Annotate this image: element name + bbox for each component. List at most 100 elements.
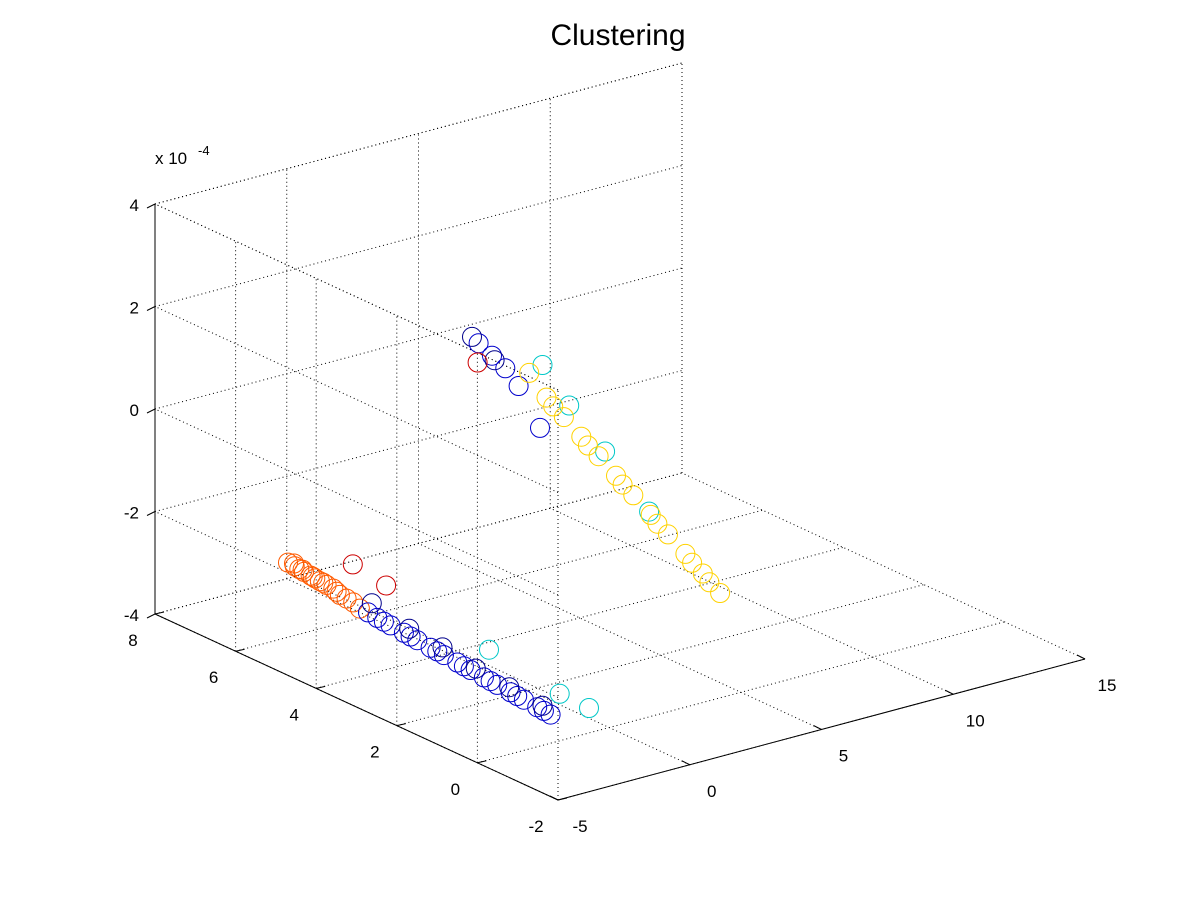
- y-tick-label: 2: [370, 743, 379, 762]
- grid-line: [396, 584, 924, 727]
- z-exponent-power: -4: [198, 143, 210, 158]
- data-point-series-6: [612, 474, 633, 495]
- data-point-series-2: [540, 704, 561, 725]
- data-points: [278, 326, 731, 725]
- grid-line: [681, 472, 1086, 660]
- grid-line: [550, 507, 954, 695]
- data-point-series-2: [453, 656, 474, 677]
- x-tick-label: 5: [839, 747, 848, 766]
- data-point-series-3: [399, 618, 420, 639]
- data-point-series-1: [326, 581, 347, 602]
- x-tick-label: 10: [966, 711, 985, 730]
- x-tick-mark: [549, 795, 559, 801]
- data-point-series-2: [420, 637, 441, 658]
- data-point-series-5: [532, 355, 553, 375]
- data-point-series-5: [479, 639, 499, 660]
- data-point-series-6: [606, 465, 626, 486]
- data-point-series-3: [465, 658, 486, 679]
- data-point-series-2: [400, 626, 421, 647]
- data-point-series-2: [480, 671, 501, 692]
- grid-line: [235, 509, 763, 652]
- z-tick-mark: [146, 613, 156, 619]
- y-tick-label: 4: [289, 705, 298, 724]
- y-tick-mark: [557, 797, 568, 801]
- grid-line: [154, 165, 683, 307]
- data-point-series-6: [536, 387, 557, 408]
- data-point-series-6: [588, 446, 609, 467]
- z-tick-label: 2: [130, 299, 139, 318]
- data-point-series-1: [292, 559, 313, 580]
- y-axis-line: [154, 613, 559, 801]
- data-point-series-1: [278, 552, 298, 573]
- y-tick-mark: [235, 648, 245, 652]
- data-point-series-5: [639, 501, 660, 522]
- grid-line: [418, 543, 822, 730]
- z-exponent-base: x 10: [155, 149, 187, 168]
- data-point-series-6: [692, 563, 713, 584]
- data-point-series-6: [647, 513, 668, 534]
- data-point-series-6: [640, 504, 661, 525]
- data-point-series-6: [658, 524, 678, 545]
- x-tick-label: 0: [707, 782, 716, 801]
- z-tick-mark: [146, 306, 156, 311]
- data-point-series-1: [302, 566, 323, 587]
- z-tick-label: 4: [130, 196, 139, 215]
- grid-lines: [154, 62, 1086, 801]
- grid-line: [154, 267, 683, 410]
- z-tick-label: -4: [124, 606, 139, 625]
- data-point-series-3: [532, 695, 553, 716]
- y-tick-mark: [316, 685, 326, 689]
- data-point-series-2: [373, 611, 394, 632]
- data-point-series-6: [519, 362, 540, 383]
- axes: [146, 203, 1086, 801]
- y-tick-mark: [396, 723, 406, 727]
- data-point-series-2: [487, 674, 508, 695]
- data-point-series-2: [495, 358, 516, 379]
- data-point-series-3: [462, 326, 482, 347]
- y-tick-mark: [477, 760, 487, 764]
- data-point-series-2: [530, 417, 550, 438]
- grid-line: [316, 546, 844, 689]
- z-tick-mark: [146, 511, 156, 516]
- x-tick-mark: [945, 689, 954, 695]
- data-point-series-5: [595, 441, 616, 462]
- x-tick-label: -5: [572, 817, 587, 836]
- y-tick-label: -2: [528, 817, 543, 836]
- data-point-series-5: [549, 683, 570, 704]
- data-point-series-6: [577, 435, 598, 456]
- data-point-series-6: [675, 543, 696, 564]
- data-point-series-1: [336, 588, 357, 609]
- data-point-series-1: [300, 565, 321, 586]
- data-point-series-4: [342, 554, 363, 575]
- data-point-series-2: [507, 686, 528, 706]
- grid-line: [154, 370, 683, 512]
- y-tick-label: 8: [128, 631, 137, 650]
- chart-title: Clustering: [550, 19, 685, 52]
- grid-line: [154, 408, 559, 596]
- data-point-series-2: [427, 641, 448, 662]
- z-exponent-label: x 10 -4: [155, 143, 210, 168]
- z-tick-label: 0: [130, 401, 139, 420]
- data-point-series-6: [682, 552, 703, 573]
- x-tick-mark: [681, 760, 690, 766]
- data-point-series-2: [367, 607, 388, 628]
- grid-line: [154, 472, 683, 615]
- data-point-series-3: [361, 593, 382, 614]
- data-point-series-6: [623, 485, 644, 506]
- z-tick-mark: [146, 408, 156, 414]
- y-tick-label: 0: [451, 780, 460, 799]
- data-point-series-2: [482, 345, 502, 366]
- grid-line: [477, 621, 1005, 764]
- data-point-series-6: [543, 396, 564, 417]
- data-point-series-1: [309, 571, 330, 592]
- data-point-series-6: [571, 426, 592, 447]
- z-tick-mark: [146, 203, 156, 209]
- data-point-series-1: [329, 584, 350, 605]
- data-point-series-2: [447, 652, 468, 673]
- tick-labels: -5 0 5 10 15 -2 0 2 4 6 8 -4 -2 0 2 4: [124, 196, 1117, 836]
- data-point-series-6: [699, 572, 720, 593]
- data-point-series-5: [579, 698, 599, 718]
- data-point-series-2: [433, 645, 454, 666]
- x-tick-mark: [813, 725, 822, 730]
